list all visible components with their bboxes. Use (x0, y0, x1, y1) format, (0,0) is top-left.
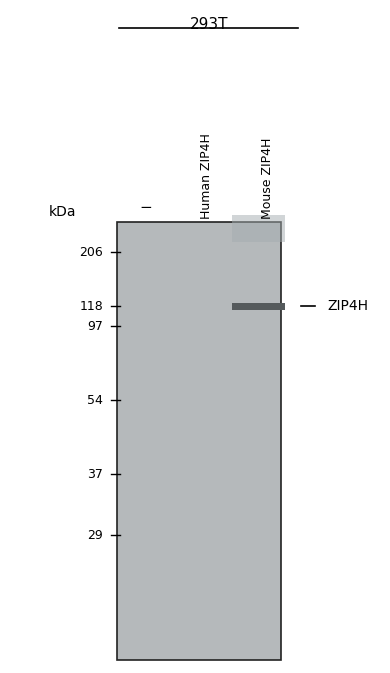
Text: 293T: 293T (190, 17, 228, 32)
Text: 118: 118 (80, 299, 103, 313)
Text: Mouse ZIP4H: Mouse ZIP4H (261, 137, 274, 219)
Text: kDa: kDa (49, 205, 76, 219)
Text: 97: 97 (87, 320, 103, 333)
Text: Human ZIP4H: Human ZIP4H (200, 133, 213, 219)
Text: 206: 206 (80, 246, 103, 259)
Bar (117, 222, 281, 660)
Text: −: − (140, 201, 152, 215)
Text: 29: 29 (88, 528, 103, 542)
Bar (232, 215, 285, 242)
Text: 54: 54 (87, 394, 103, 407)
Text: ZIP4H: ZIP4H (328, 299, 369, 313)
Text: 37: 37 (87, 468, 103, 481)
Bar (232, 303, 285, 310)
